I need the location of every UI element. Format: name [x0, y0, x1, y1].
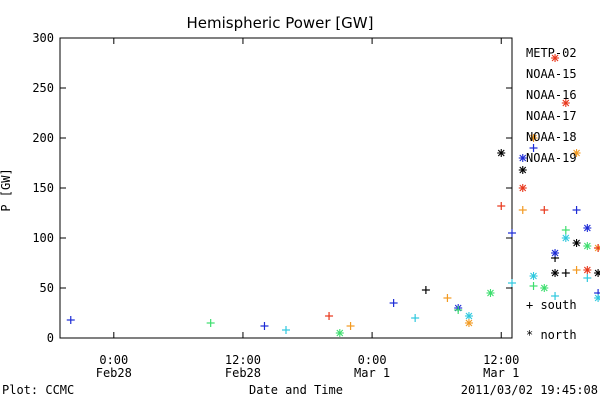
x-tick-label-time: 0:00	[358, 353, 387, 367]
x-axis-label: Date and Time	[249, 383, 343, 397]
y-tick-label: 150	[32, 181, 54, 195]
data-point-plus	[529, 282, 538, 290]
data-point-star	[335, 329, 344, 337]
data-point-star	[572, 149, 581, 157]
data-point-star	[551, 54, 560, 62]
data-point-plus	[518, 206, 527, 214]
footer-source: Plot: CCMC	[2, 383, 74, 397]
legend-entry: NOAA-17	[526, 109, 577, 123]
data-point-plus	[66, 316, 75, 324]
y-axis: 0 50 100 150 200 250 300	[32, 31, 512, 345]
data-point-plus	[206, 319, 215, 327]
data-point-star	[464, 312, 473, 320]
data-point-star	[572, 239, 581, 247]
data-point-plus	[508, 229, 516, 237]
data-point-star	[540, 284, 549, 292]
data-point-star	[497, 149, 506, 157]
legend-entry: NOAA-19	[526, 151, 577, 165]
y-tick-label: 250	[32, 81, 54, 95]
data-point-star	[561, 234, 570, 242]
data-point-star	[518, 184, 527, 192]
data-point-plus	[260, 322, 269, 330]
data-point-plus	[551, 292, 560, 300]
data-point-plus	[529, 144, 538, 152]
data-point-plus	[389, 299, 398, 307]
data-point-star	[594, 294, 600, 302]
data-points	[66, 54, 600, 337]
data-point-star	[583, 224, 592, 232]
data-point-plus	[594, 289, 600, 297]
data-point-plus	[572, 206, 581, 214]
data-point-star	[464, 319, 473, 327]
data-point-star	[561, 99, 570, 107]
marker-legend-entry: * north	[526, 328, 577, 342]
x-tick-label-date: Mar 1	[354, 366, 390, 380]
plot-frame	[59, 37, 513, 339]
data-point-star	[518, 166, 527, 174]
legend-entry: METP-02	[526, 46, 577, 60]
y-tick-label: 300	[32, 31, 54, 45]
marker-legend-entry: + south	[526, 298, 577, 312]
x-tick-label-date: Feb28	[225, 366, 261, 380]
data-point-plus	[508, 279, 516, 287]
data-point-star	[551, 269, 560, 277]
data-point-plus	[421, 286, 430, 294]
legend: METP-02 NOAA-15 NOAA-16 NOAA-17 NOAA-18 NOAA-…	[526, 46, 577, 165]
marker-legend: + south * north	[526, 298, 577, 342]
data-point-plus	[561, 226, 570, 234]
data-point-star	[518, 154, 527, 162]
data-point-plus	[572, 266, 581, 274]
data-point-plus	[540, 206, 549, 214]
y-tick-label: 100	[32, 231, 54, 245]
data-point-plus	[583, 274, 592, 282]
data-point-plus	[411, 314, 420, 322]
data-point-star	[529, 272, 538, 280]
data-point-plus	[594, 244, 600, 252]
y-tick-label: 0	[47, 331, 54, 345]
data-point-plus	[454, 306, 463, 314]
x-tick-label-time: 12:00	[483, 353, 519, 367]
data-point-plus	[346, 322, 355, 330]
footer-timestamp: 2011/03/02 19:45:08	[461, 383, 598, 397]
y-tick-label: 50	[40, 281, 54, 295]
data-point-plus	[325, 312, 334, 320]
x-tick-label-time: 12:00	[225, 353, 261, 367]
y-tick-label: 200	[32, 131, 54, 145]
x-tick-label-date: Feb28	[96, 366, 132, 380]
data-point-star	[486, 289, 495, 297]
legend-entry: NOAA-18	[526, 130, 577, 144]
data-point-star	[529, 134, 538, 142]
y-axis-label: P [GW]	[0, 168, 13, 211]
data-point-plus	[561, 269, 570, 277]
data-point-star	[583, 242, 592, 250]
data-point-star	[594, 269, 600, 277]
data-point-plus	[443, 294, 452, 302]
data-point-plus	[497, 202, 506, 210]
data-point-star	[583, 266, 592, 274]
legend-entry: NOAA-16	[526, 88, 577, 102]
x-tick-label-time: 0:00	[99, 353, 128, 367]
x-tick-label-date: Mar 1	[483, 366, 519, 380]
data-point-star	[551, 249, 560, 257]
chart-title: Hemispheric Power [GW]	[187, 14, 374, 32]
legend-entry: NOAA-15	[526, 67, 577, 81]
data-point-plus	[282, 326, 290, 334]
